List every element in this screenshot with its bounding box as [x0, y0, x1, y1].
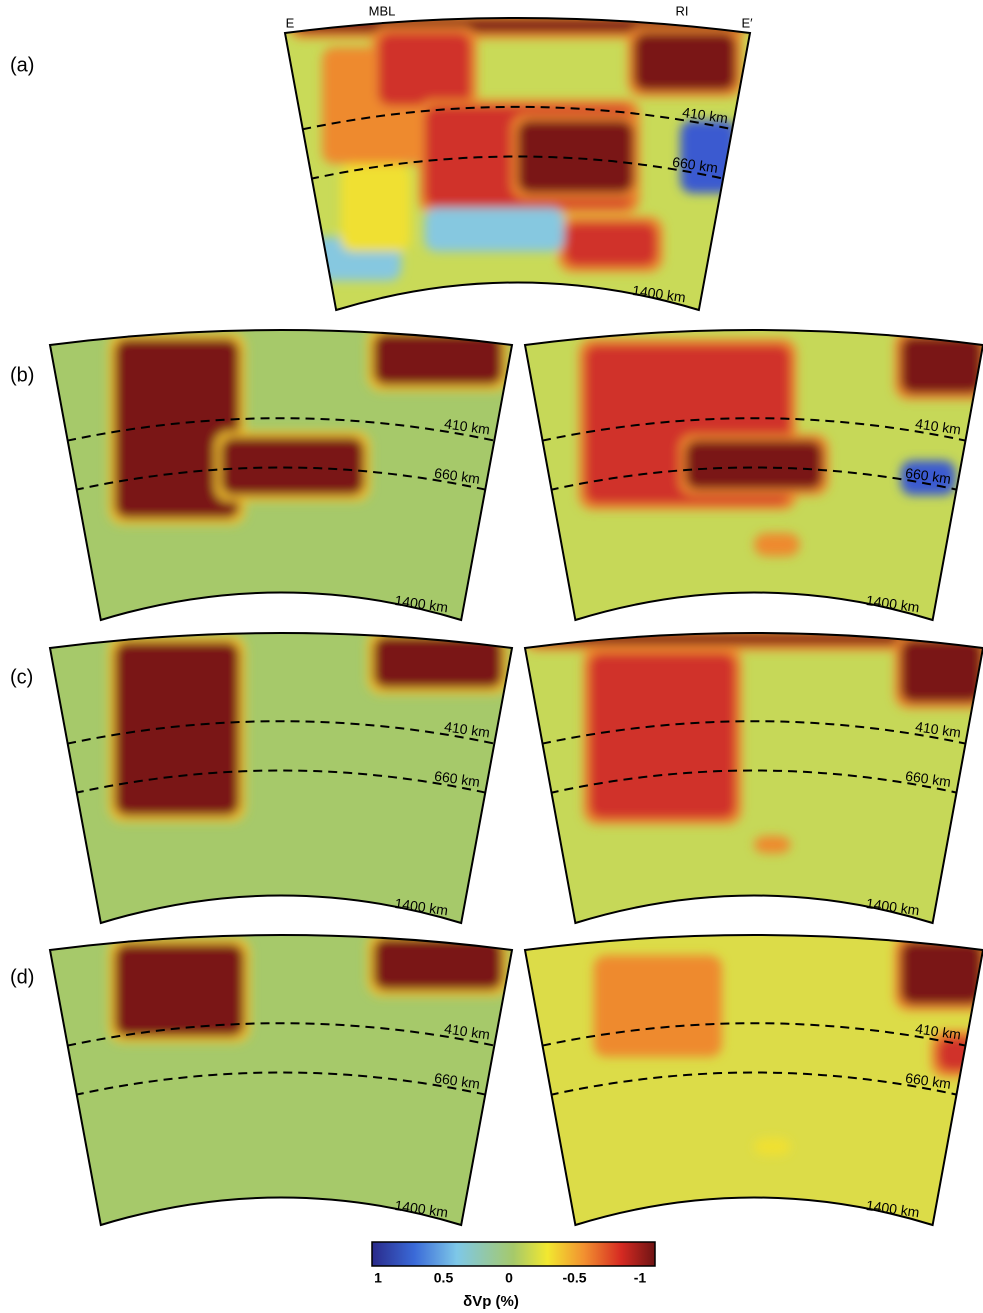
- depth-line: [309, 155, 726, 180]
- anomaly: [754, 533, 800, 557]
- section-outline: [48, 632, 514, 925]
- depth-line: [66, 1022, 496, 1047]
- anomalies: [108, 330, 509, 525]
- depth-line: [66, 417, 496, 442]
- depth-label: 1400 km: [394, 895, 449, 918]
- depth-label: 1400 km: [394, 592, 449, 615]
- anomaly: [900, 335, 983, 394]
- anomaly: [378, 32, 471, 106]
- colorbar-label: δVp (%): [463, 1293, 519, 1310]
- panel-label: (b): [10, 364, 34, 386]
- section-outline: [523, 329, 983, 622]
- anomaly: [340, 164, 411, 252]
- panel-label: (d): [10, 966, 34, 988]
- anomalies: [108, 633, 509, 822]
- depth-label: 410 km: [443, 415, 491, 437]
- section: [50, 633, 512, 923]
- depth-label: 410 km: [443, 718, 491, 740]
- anomalies: [108, 935, 509, 1043]
- section: [50, 330, 512, 620]
- colorbar-tick-label: 0: [505, 1270, 513, 1286]
- section-outline: [48, 934, 514, 1227]
- depth-label: 660 km: [671, 154, 719, 176]
- depth-label: 410 km: [443, 1020, 491, 1042]
- depth-label: 410 km: [914, 1020, 962, 1042]
- anomaly: [589, 653, 736, 819]
- depth-label: 660 km: [433, 768, 481, 790]
- section: [525, 633, 983, 923]
- colorbar-tick-label: -0.5: [562, 1270, 586, 1286]
- depth-label: 660 km: [433, 465, 481, 487]
- colorbar: [371, 1241, 656, 1267]
- depth-label: 1400 km: [865, 1197, 920, 1220]
- anomaly: [373, 937, 503, 991]
- anomaly: [680, 120, 737, 194]
- depth-label: 410 km: [914, 718, 962, 740]
- depth-line: [541, 1022, 967, 1047]
- anomaly: [900, 638, 983, 703]
- depth-label: 410 km: [914, 415, 962, 437]
- depth-label: 1400 km: [865, 592, 920, 615]
- anomaly: [114, 641, 240, 816]
- anomaly: [114, 338, 240, 519]
- section-outline: [523, 934, 983, 1227]
- depth-label: 660 km: [433, 1070, 481, 1092]
- anomaly: [114, 943, 245, 1037]
- depth-line: [66, 720, 496, 745]
- section: [525, 935, 983, 1225]
- anomaly: [633, 32, 737, 91]
- section: [50, 935, 512, 1225]
- anomaly: [220, 437, 365, 496]
- depth-label: 1400 km: [865, 895, 920, 918]
- depth-label: 660 km: [904, 1070, 952, 1092]
- colorbar-tick-label: 0.5: [434, 1270, 454, 1286]
- profile-label: RI: [676, 3, 689, 18]
- section-outline: [283, 17, 752, 312]
- depth-label: 1400 km: [631, 282, 686, 305]
- depth-line: [541, 720, 967, 745]
- depth-label: 410 km: [681, 104, 729, 126]
- anomaly: [517, 120, 634, 194]
- panel-label: (c): [10, 666, 33, 688]
- depth-label: 660 km: [904, 768, 952, 790]
- anomaly: [593, 955, 722, 1057]
- anomaly: [900, 940, 983, 1005]
- depth-label: 660 km: [904, 465, 952, 487]
- colorbar-tick-label: -1: [634, 1270, 647, 1286]
- profile-label: E′: [741, 15, 753, 30]
- anomalies: [578, 330, 983, 557]
- profile-label: E: [286, 15, 295, 30]
- section: [525, 330, 983, 620]
- anomaly: [685, 440, 823, 490]
- anomaly: [424, 207, 564, 252]
- anomaly: [373, 332, 503, 386]
- anomaly: [373, 635, 503, 689]
- depth-line: [541, 417, 967, 442]
- profile-label: MBL: [369, 3, 396, 18]
- section-outline: [523, 632, 983, 925]
- panel-label: (a): [10, 54, 34, 76]
- colorbar-tick-label: 1: [374, 1270, 382, 1286]
- anomaly: [564, 222, 657, 267]
- section-outline: [48, 329, 514, 622]
- depth-line: [301, 105, 734, 131]
- anomaly: [754, 1138, 791, 1156]
- depth-label: 1400 km: [394, 1197, 449, 1220]
- anomaly: [754, 836, 791, 854]
